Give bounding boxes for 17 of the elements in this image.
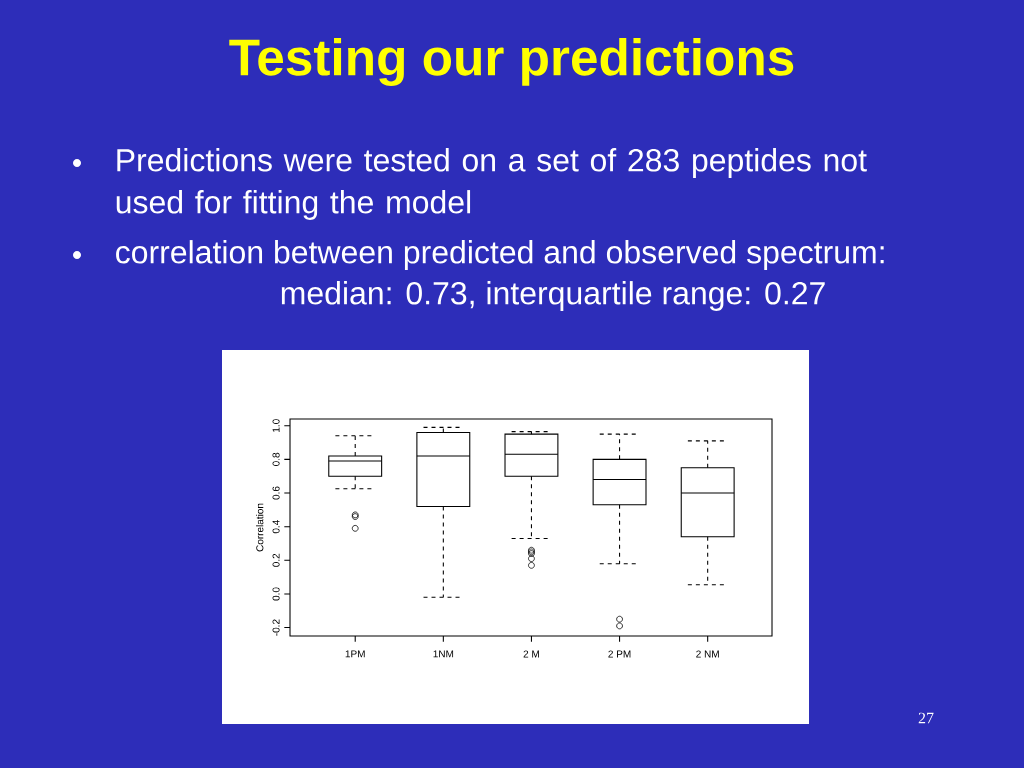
chart-title: Testing our predictions: [229, 37, 794, 87]
y-tick-label: 0.4: [272, 520, 280, 534]
x-tick-label: 1PM: [345, 650, 365, 658]
y-tick-label: 1.0: [272, 419, 280, 432]
y-tick-label: 0.0: [272, 587, 280, 601]
y-tick-label: 0.2: [272, 553, 280, 567]
x-tick-label: 1NM: [433, 650, 454, 658]
x-tick-label: 2 NM: [696, 650, 719, 658]
x-tick-label: 2 PM: [608, 650, 631, 658]
y-tick-label: -0.2: [272, 619, 280, 636]
text: correlation between predicted and observed spectrum:: [116, 240, 884, 270]
x-tick-label: 2 M: [523, 650, 539, 658]
y-tick-label: 0.6: [272, 486, 280, 500]
text: 27: [918, 712, 934, 724]
text: median: 0.73, interquartile range: 0.27: [281, 281, 825, 311]
y-tick-label: 0.8: [272, 452, 280, 466]
y-axis-title: Correlation: [256, 503, 264, 552]
